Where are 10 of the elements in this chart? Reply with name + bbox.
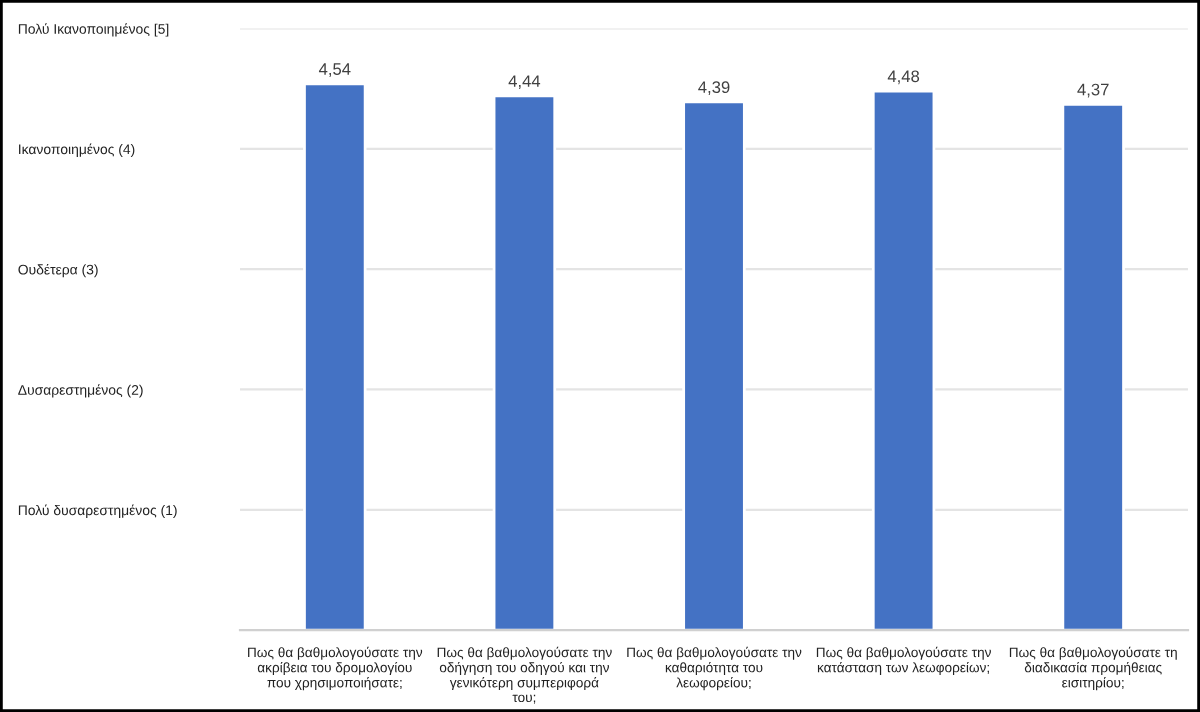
data-label: 4,37 [1077,83,1109,98]
bar [871,89,936,631]
data-label: 4,54 [318,63,351,77]
bar [1061,102,1125,631]
bar [682,100,746,631]
data-label: 4,39 [698,81,730,95]
bar [492,94,557,631]
data-label: 4,44 [508,75,541,89]
data-label: 4,48 [887,70,920,85]
bar [303,82,367,631]
